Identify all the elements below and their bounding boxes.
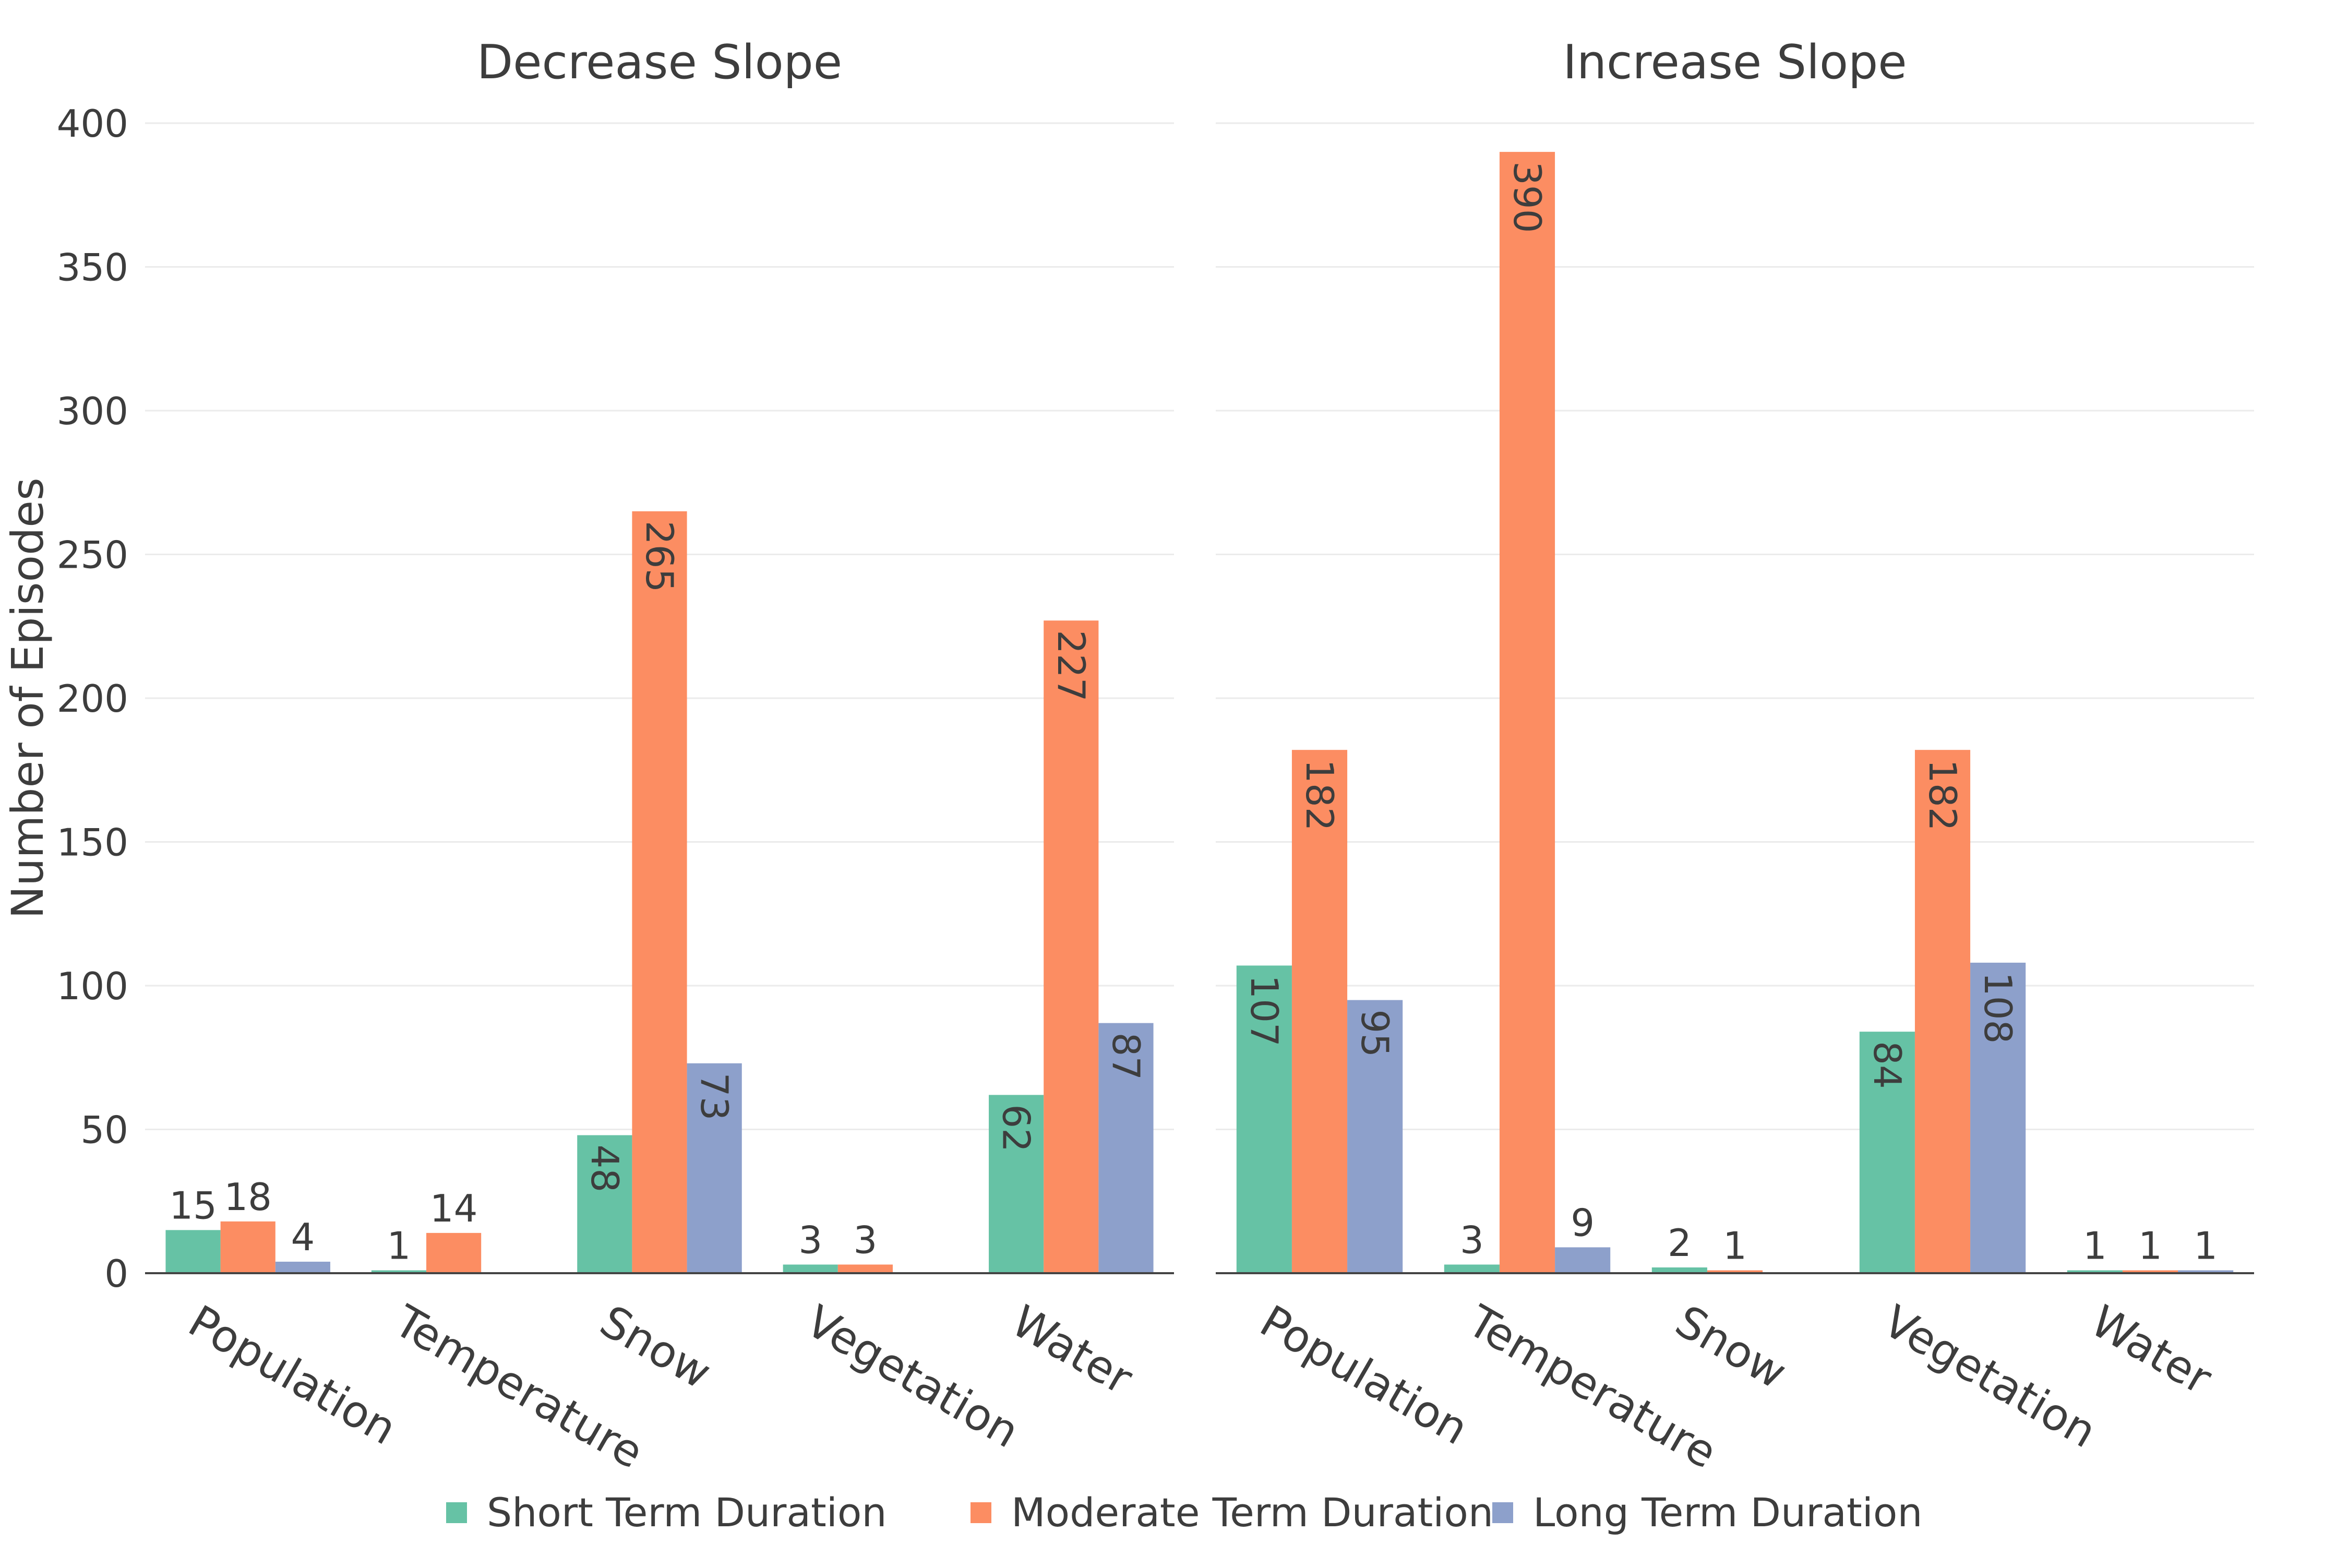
bar-long-term-duration: [275, 1261, 330, 1273]
bar-short-term-duration: [371, 1270, 427, 1273]
data-label: 3: [1460, 1218, 1484, 1262]
data-label: 48: [583, 1145, 627, 1193]
data-label: 95: [1353, 1010, 1397, 1058]
x-tick-label: Snow: [1667, 1295, 1795, 1398]
bar-moderate-term-duration: [426, 1232, 482, 1273]
bar-layer: [165, 152, 2234, 1273]
legend-swatch: [1492, 1502, 1513, 1523]
panel-title: Decrease Slope: [477, 35, 842, 90]
legend-swatch: [971, 1502, 991, 1523]
bar-short-term-duration: [577, 1135, 632, 1273]
bar-long-term-duration: [2178, 1270, 2234, 1273]
data-label: 265: [638, 521, 681, 592]
bar-moderate-term-duration: [1044, 620, 1099, 1273]
bar-short-term-duration: [989, 1095, 1044, 1273]
y-tick-label: 300: [57, 389, 128, 433]
data-label: 9: [1571, 1201, 1595, 1244]
data-label: 108: [1976, 972, 2020, 1044]
x-tick-label: Population: [1252, 1295, 1477, 1455]
y-tick-label: 350: [57, 246, 128, 290]
x-tick-label: Vegetation: [797, 1295, 1027, 1457]
x-tick-label: Water: [2082, 1295, 2220, 1404]
bar-short-term-duration: [783, 1264, 838, 1273]
data-label: 182: [1921, 759, 1964, 831]
bar-short-term-duration: [1859, 1032, 1915, 1273]
y-tick-label: 400: [57, 102, 128, 146]
x-tick-label: Snow: [592, 1295, 720, 1398]
data-label: 390: [1505, 161, 1549, 233]
data-label: 1: [2138, 1224, 2162, 1267]
bar-long-term-duration: [687, 1063, 742, 1273]
data-label: 182: [1298, 759, 1341, 831]
bar-moderate-term-duration: [2122, 1270, 2178, 1273]
y-tick-label: 150: [57, 821, 128, 865]
bar-moderate-term-duration: [632, 511, 687, 1273]
data-label: 3: [853, 1218, 877, 1262]
x-tick-label: Water: [1003, 1295, 1141, 1404]
bar-moderate-term-duration: [1914, 750, 1971, 1273]
data-label: 107: [1242, 975, 1286, 1046]
bar-short-term-duration: [1444, 1264, 1500, 1273]
bar-short-term-duration: [1651, 1267, 1707, 1273]
data-label: 73: [692, 1073, 736, 1121]
bar-moderate-term-duration: [220, 1221, 275, 1273]
data-label: 3: [798, 1218, 822, 1262]
x-tick-label: Vegetation: [1875, 1295, 2105, 1457]
bar-moderate-term-duration: [1499, 152, 1555, 1273]
bar-long-term-duration: [1098, 1023, 1154, 1273]
data-label: 1: [1723, 1224, 1747, 1267]
data-label: 2: [1668, 1221, 1692, 1265]
legend-entry: Long Term Duration: [1533, 1489, 1923, 1536]
data-label: 14: [430, 1187, 478, 1230]
bar-short-term-duration: [165, 1230, 221, 1273]
bar-short-term-duration: [1236, 965, 1292, 1273]
bar-moderate-term-duration: [837, 1264, 893, 1273]
bar-long-term-duration: [1347, 1000, 1403, 1273]
data-label: 87: [1104, 1033, 1148, 1081]
bar-moderate-term-duration: [1707, 1270, 1763, 1273]
y-tick-label: 50: [80, 1108, 128, 1152]
legend-layer: Short Term Duration Moderate Term Duratio…: [446, 1489, 1923, 1536]
legend-entry: Short Term Duration: [487, 1489, 887, 1536]
data-label: 15: [169, 1183, 217, 1227]
y-tick-label: 200: [57, 677, 128, 721]
x-tick-label: Population: [180, 1295, 405, 1455]
data-label: 1: [387, 1224, 411, 1267]
data-label: 62: [995, 1104, 1038, 1152]
y-tick-label: 100: [57, 964, 128, 1008]
data-label: 4: [291, 1215, 315, 1259]
bar-moderate-term-duration: [1291, 750, 1348, 1273]
data-label: 1: [2083, 1224, 2107, 1267]
legend-swatch: [446, 1502, 467, 1523]
bar-long-term-duration: [1555, 1247, 1611, 1273]
data-label: 18: [224, 1175, 272, 1219]
bar-long-term-duration: [1970, 962, 2026, 1273]
data-label: 227: [1049, 630, 1093, 701]
y-tick-label: 0: [104, 1252, 128, 1296]
y-tick-label: 250: [57, 533, 128, 577]
data-label: 84: [1865, 1041, 1909, 1089]
bar-short-term-duration: [2067, 1270, 2123, 1273]
panel-title: Increase Slope: [1563, 35, 1907, 90]
y-axis-title: Number of Episodes: [2, 477, 53, 918]
data-label: 1: [2194, 1224, 2218, 1267]
legend-entry: Moderate Term Duration: [1011, 1489, 1493, 1536]
